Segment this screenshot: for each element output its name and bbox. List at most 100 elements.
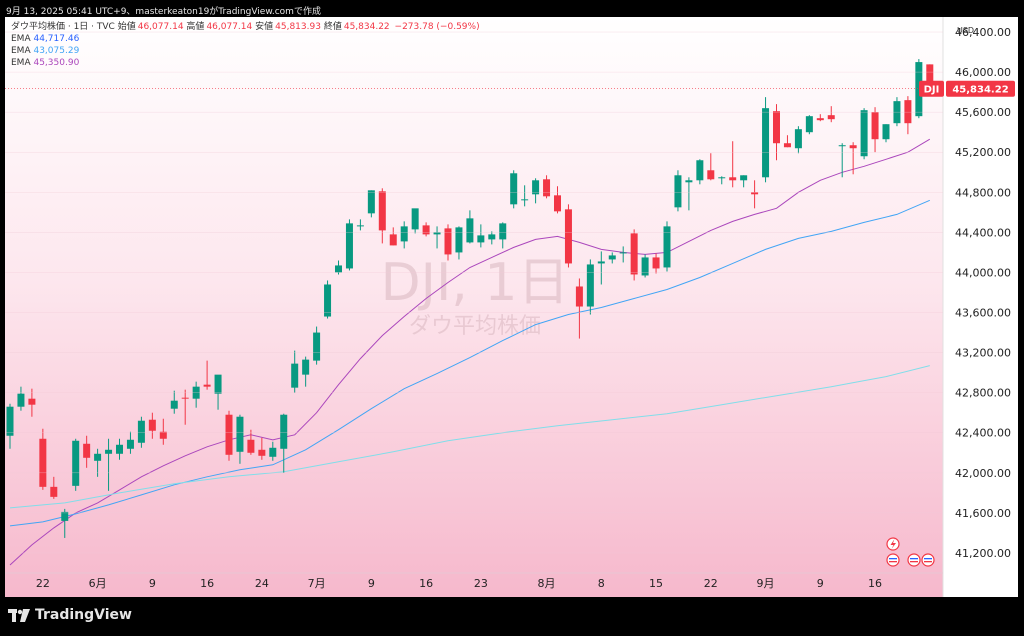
candle-body <box>422 225 430 235</box>
price-tick-label: 41,600.00 <box>955 507 1011 520</box>
time-tick-label: 7月 <box>308 577 326 590</box>
event-icons[interactable] <box>886 537 935 567</box>
candle <box>50 476 58 499</box>
candle-body <box>313 332 321 361</box>
candle-body <box>116 444 123 454</box>
candle-body <box>838 145 846 147</box>
ema-lines <box>9 138 931 566</box>
close-value: 45,834.22 <box>343 22 390 32</box>
candle-body <box>652 257 660 269</box>
candle-body <box>630 233 638 275</box>
symbol-watermark: DJI, 1日 ダウ平均株価 <box>381 253 570 339</box>
candles <box>6 59 934 538</box>
candle <box>751 180 759 209</box>
candle <box>477 224 485 248</box>
candle-body <box>499 223 507 240</box>
candlestick-chart: DJI, 1日 ダウ平均株価 41,200.00 41,600.00 42,000.… <box>5 17 1018 597</box>
price-axis: 41,200.00 41,600.00 42,000.00 42,400.00 42,8… <box>5 26 1011 560</box>
candle-body <box>247 439 255 453</box>
price-tick-label: 46,400.00 <box>955 26 1011 39</box>
candle <box>225 410 233 461</box>
candle-body <box>302 359 310 375</box>
candle <box>367 190 375 218</box>
footer: TradingView <box>0 597 1024 636</box>
ohlc-line: ダウ平均株価 · 1日 · TVC 始値 46,077.14 高値 46,077.1… <box>11 21 480 33</box>
candle <box>313 326 321 365</box>
time-tick-label: 16 <box>419 577 433 590</box>
price-tag-value: 45,834.22 <box>952 85 1008 96</box>
chart-header-credit: 9月 13, 2025 05:41 UTC+9、masterkeaton19がT… <box>6 7 321 17</box>
candle <box>105 438 113 491</box>
candle-body <box>203 384 211 387</box>
candle-body <box>444 228 452 255</box>
ema-value: 43,075.29 <box>33 46 80 56</box>
chart-panel[interactable]: DJI, 1日 ダウ平均株価 41,200.00 41,600.00 42,000.… <box>5 17 1018 597</box>
candle-body <box>510 173 518 205</box>
candle <box>159 418 167 445</box>
candle <box>783 135 791 148</box>
candle <box>543 175 551 199</box>
candle-body <box>269 447 277 457</box>
candle-body <box>532 180 540 195</box>
candle-body <box>137 420 145 443</box>
candle-body <box>696 160 704 181</box>
low-label: 安値 <box>255 22 274 32</box>
candle <box>356 219 364 231</box>
candle <box>816 114 824 122</box>
low-value: 45,813.93 <box>275 22 321 32</box>
ema-line <box>9 138 931 566</box>
brand-name: TradingView <box>35 607 132 623</box>
time-tick-label: 9 <box>817 577 824 590</box>
candle <box>729 141 737 188</box>
candle-body <box>586 264 594 307</box>
candle-body <box>915 62 923 117</box>
price-tick-label: 43,600.00 <box>955 307 1011 320</box>
us-flag-event-icon <box>907 553 921 567</box>
candle <box>521 185 529 207</box>
candle <box>564 204 572 268</box>
candle <box>871 107 879 153</box>
price-tick-label: 45,200.00 <box>955 146 1011 159</box>
candle-body <box>181 397 189 399</box>
candle <box>586 259 594 315</box>
candle <box>893 97 901 127</box>
candle <box>345 219 353 271</box>
ema-legend-row-1: EMA 44,717.46 <box>11 34 80 44</box>
time-tick-label: 9 <box>149 577 156 590</box>
open-value: 46,077.14 <box>137 22 184 32</box>
candle <box>849 142 857 175</box>
candle-body <box>805 116 813 133</box>
candle <box>247 429 255 455</box>
candle-body <box>159 431 167 439</box>
candle <box>444 224 452 261</box>
candle-body <box>236 416 244 452</box>
candle-body <box>554 195 561 212</box>
candle <box>335 260 342 275</box>
candle <box>203 360 211 390</box>
candle <box>72 438 80 491</box>
candle-body <box>400 226 408 242</box>
candle-body <box>926 64 934 89</box>
price-tick-label: 43,200.00 <box>955 347 1011 360</box>
time-tick-label: 23 <box>474 577 488 590</box>
candle <box>6 403 14 449</box>
candle <box>794 126 802 154</box>
chart-legend: ダウ平均株価 · 1日 · TVC 始値 46,077.14 高値 46,077.1… <box>11 21 480 69</box>
candle-body <box>258 449 266 456</box>
candle-body <box>860 110 868 157</box>
candle <box>641 254 649 278</box>
time-tick-label: 22 <box>36 577 50 590</box>
candle <box>324 280 332 319</box>
candle-body <box>345 223 353 269</box>
price-tick-label: 45,600.00 <box>955 106 1011 119</box>
candle-body <box>389 234 397 246</box>
candle <box>411 208 419 234</box>
candle-body <box>17 393 25 407</box>
candle <box>882 124 890 143</box>
candle-body <box>827 115 835 120</box>
candle <box>762 97 770 183</box>
tradingview-logo[interactable]: TradingView <box>8 607 132 623</box>
price-tick-label: 44,800.00 <box>955 186 1011 199</box>
candle-body <box>61 511 69 521</box>
candle <box>805 115 813 135</box>
